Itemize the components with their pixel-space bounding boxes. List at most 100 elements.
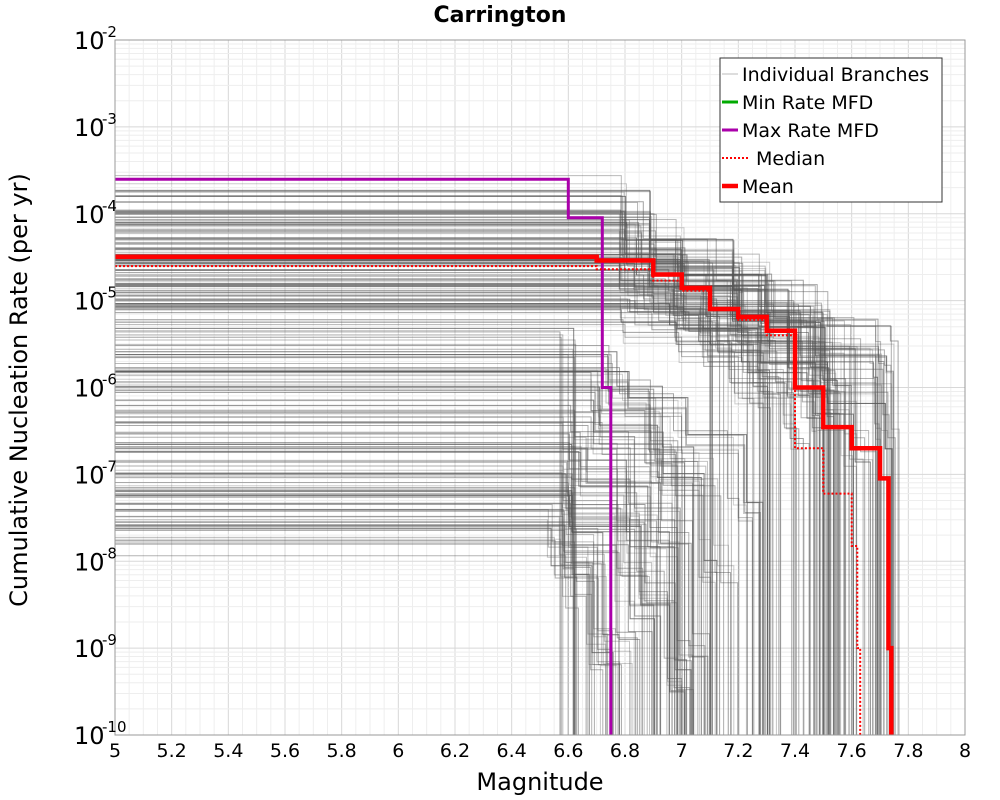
branch-line <box>115 386 702 735</box>
branch-line <box>115 516 630 735</box>
y-tick-exponent: -9 <box>102 631 117 649</box>
branch-line <box>115 382 760 735</box>
branch-line <box>115 399 718 735</box>
y-axis-label: Cumulative Nucleation Rate (per yr) <box>5 173 33 607</box>
branch-line <box>115 305 820 735</box>
branch-line <box>115 201 882 735</box>
branch-line <box>115 485 683 735</box>
branch-line <box>115 371 764 735</box>
branch-line <box>115 304 796 735</box>
branch-line <box>115 375 707 735</box>
branch-line <box>115 510 641 735</box>
branch-line <box>115 243 826 735</box>
branch-line <box>115 447 709 735</box>
mean-line <box>115 254 894 735</box>
branch-line <box>115 502 653 735</box>
branch-line <box>115 254 870 735</box>
branch-line <box>115 275 878 735</box>
branch-line <box>115 283 900 735</box>
branch-line <box>115 525 607 735</box>
branch-line <box>115 334 564 735</box>
branch-line <box>115 503 637 735</box>
y-tick-exponent: -8 <box>102 544 117 562</box>
branch-line <box>115 327 575 735</box>
legend-label: Median <box>756 148 825 170</box>
legend: Individual Branches Min Rate MFD Max Rate … <box>719 57 943 203</box>
branch-line <box>115 298 817 735</box>
branch-line <box>115 442 658 735</box>
branch-line <box>115 442 670 735</box>
branch-line <box>115 300 771 735</box>
branch-line <box>115 305 816 735</box>
branch-line <box>115 357 576 735</box>
y-tick-label: 10 <box>74 461 105 489</box>
branch-line <box>115 262 771 735</box>
branch-line <box>115 538 633 735</box>
branch-line <box>115 373 747 735</box>
branch-line <box>115 298 825 735</box>
branch-line <box>115 528 595 735</box>
x-tick-label: 8 <box>959 740 971 762</box>
branch-line <box>115 555 579 735</box>
branch-line <box>115 303 832 735</box>
branch-line <box>115 247 847 735</box>
x-tick-label: 7.4 <box>780 740 810 762</box>
branch-line <box>115 239 836 735</box>
branch-line <box>115 354 676 735</box>
chart-title: Carrington <box>434 3 567 28</box>
x-tick-label: 7.8 <box>893 740 923 762</box>
branch-line <box>115 309 800 735</box>
x-tick-label: 5.4 <box>213 740 243 762</box>
branch-line <box>115 381 761 735</box>
branch-line <box>115 390 700 735</box>
branch-line <box>115 369 678 735</box>
x-tick-label: 5.2 <box>157 740 187 762</box>
branch-line <box>115 224 877 735</box>
branch-line <box>115 446 668 735</box>
legend-label: Max Rate MFD <box>742 120 879 142</box>
branch-line <box>115 392 694 735</box>
branch-line <box>115 389 753 735</box>
branch-line <box>115 371 761 735</box>
branch-line <box>115 331 561 735</box>
branch-line <box>115 493 694 735</box>
x-tick-labels: 5 5.2 5.4 5.6 5.8 6 6.2 6.4 6.6 6.8 7 7.2 7.4 7.6 7.8 8 <box>109 740 971 762</box>
y-tick-exponent: -4 <box>102 197 117 215</box>
branch-line <box>115 451 688 735</box>
x-tick-label: 5.6 <box>270 740 300 762</box>
branch-line <box>115 526 632 735</box>
y-tick-label: 10 <box>74 548 105 576</box>
legend-label: Min Rate MFD <box>742 92 873 114</box>
x-tick-label: 5.8 <box>327 740 357 762</box>
branch-line <box>115 524 601 735</box>
y-tick-exponent: -3 <box>102 110 117 128</box>
branch-line <box>115 237 721 735</box>
branch-line <box>115 476 655 735</box>
branch-line <box>115 411 731 735</box>
branch-line <box>115 515 575 735</box>
branch-line <box>115 282 882 735</box>
y-tick-label: 10 <box>74 288 105 316</box>
branch-line <box>115 370 679 735</box>
branch-line <box>115 509 638 735</box>
branch-line <box>115 345 679 735</box>
y-tick-label: 10 <box>74 375 105 403</box>
branch-line <box>115 536 621 735</box>
branch-line <box>115 459 653 735</box>
x-axis-label: Magnitude <box>476 768 603 796</box>
y-tick-label: 10 <box>74 27 105 55</box>
branch-line <box>115 371 685 735</box>
branch-line <box>115 494 686 735</box>
branch-line <box>115 321 816 735</box>
branch-line <box>115 254 850 735</box>
branch-line <box>115 416 658 735</box>
branch-curves <box>115 175 900 735</box>
branch-line <box>115 307 835 735</box>
x-tick-label: 6.2 <box>440 740 470 762</box>
branch-line <box>115 475 655 735</box>
branch-line <box>115 279 763 735</box>
branch-line <box>115 465 644 735</box>
branch-line <box>115 191 831 735</box>
branch-line <box>115 249 838 735</box>
y-tick-exponent: -6 <box>102 371 117 389</box>
